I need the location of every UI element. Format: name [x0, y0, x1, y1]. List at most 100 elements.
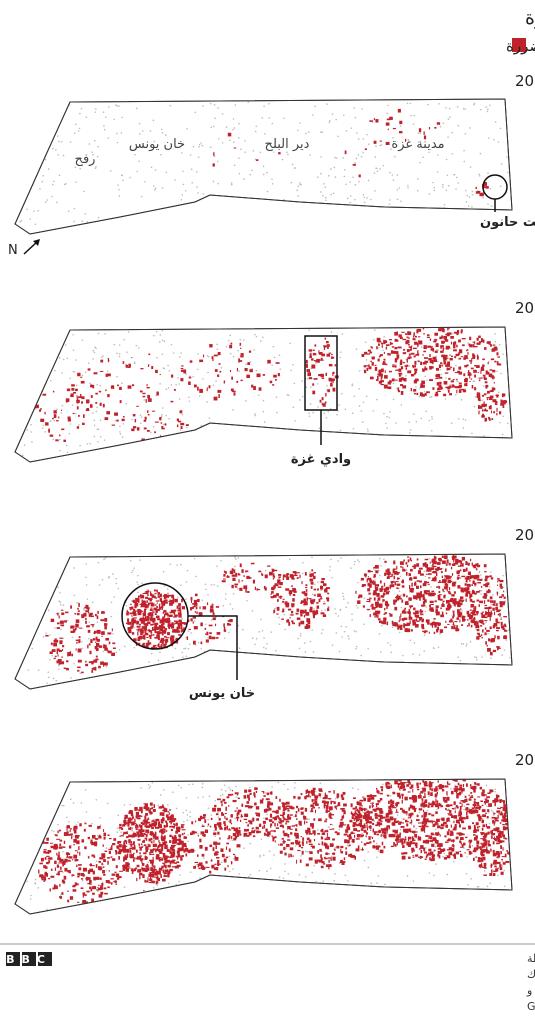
damage	[494, 403, 498, 405]
urban-dot	[355, 157, 358, 160]
damage	[287, 608, 292, 611]
damage	[390, 845, 394, 848]
damage	[440, 827, 444, 830]
urban-dot	[144, 180, 146, 183]
damage	[70, 393, 74, 398]
urban-dot	[471, 206, 473, 208]
damage	[277, 586, 282, 588]
urban-dot	[410, 114, 413, 117]
urban-dot	[319, 226, 322, 229]
urban-dot	[342, 114, 345, 117]
urban-dot	[97, 216, 100, 219]
damage	[143, 673, 148, 675]
urban-dot	[379, 557, 381, 560]
urban-dot	[479, 108, 482, 111]
urban-dot	[232, 128, 234, 131]
damage	[132, 611, 137, 615]
damage	[459, 809, 462, 812]
damage	[443, 358, 447, 361]
damage	[445, 824, 448, 828]
damage	[426, 336, 430, 338]
damage	[312, 349, 315, 351]
damage	[413, 335, 415, 338]
damage	[169, 599, 172, 603]
urban-dot	[356, 132, 358, 134]
urban-dot	[232, 408, 234, 411]
damage	[370, 346, 372, 348]
urban-dot	[262, 336, 264, 339]
damage	[469, 336, 472, 341]
damage	[210, 605, 214, 609]
damage	[463, 587, 467, 592]
urban-dot	[248, 206, 251, 208]
urban-dot	[214, 453, 216, 456]
damage	[169, 602, 173, 606]
urban-dot	[107, 684, 110, 687]
urban-dot	[428, 872, 431, 874]
damage	[149, 636, 152, 640]
damage	[170, 624, 175, 629]
urban-dot	[293, 787, 296, 789]
urban-dot	[152, 185, 155, 187]
damage	[391, 800, 395, 805]
damage	[383, 835, 385, 838]
damage	[353, 828, 358, 832]
damage	[156, 634, 160, 638]
urban-dot	[505, 639, 508, 641]
urban-dot	[396, 387, 398, 390]
damage	[494, 635, 496, 639]
damage	[486, 186, 489, 189]
damage	[134, 614, 137, 616]
urban-dot	[86, 598, 89, 600]
damage	[214, 623, 217, 627]
damage	[493, 346, 497, 350]
urban-dot	[239, 429, 242, 431]
damage	[401, 618, 405, 621]
damage	[379, 373, 383, 377]
urban-dot	[262, 165, 265, 168]
urban-dot	[228, 870, 231, 873]
urban-dot	[321, 898, 324, 900]
urban-dot	[64, 344, 67, 346]
urban-dot	[188, 643, 191, 646]
damage	[433, 775, 435, 777]
damage	[460, 815, 462, 819]
damage	[394, 581, 397, 586]
damage	[441, 603, 445, 607]
urban-dot	[414, 447, 416, 449]
urban-dot	[207, 807, 210, 810]
damage	[469, 576, 472, 580]
damage	[389, 342, 393, 345]
damage	[385, 813, 389, 818]
urban-dot	[385, 906, 387, 908]
urban-dot	[149, 431, 152, 434]
urban-dot	[140, 416, 143, 418]
damage	[443, 581, 447, 584]
urban-dot	[363, 196, 366, 199]
urban-dot	[396, 198, 399, 201]
urban-dot	[464, 108, 467, 110]
damage	[150, 593, 153, 597]
urban-dot	[340, 669, 342, 671]
damage	[404, 836, 407, 839]
urban-dot	[60, 113, 63, 116]
damage	[495, 618, 498, 623]
damage	[502, 815, 506, 819]
urban-dot	[455, 393, 457, 396]
damage	[278, 596, 281, 598]
urban-dot	[57, 795, 60, 797]
urban-dot	[321, 131, 324, 133]
damage	[76, 397, 79, 402]
damage	[163, 630, 167, 634]
urban-dot	[373, 217, 376, 220]
damage	[418, 592, 423, 596]
urban-dot	[161, 187, 164, 189]
urban-dot	[158, 341, 161, 343]
urban-dot	[425, 681, 428, 683]
damage	[54, 638, 57, 640]
damage	[387, 591, 391, 593]
damage	[494, 360, 497, 363]
damage	[424, 562, 427, 566]
urban-dot	[350, 127, 353, 129]
damage	[264, 587, 267, 591]
